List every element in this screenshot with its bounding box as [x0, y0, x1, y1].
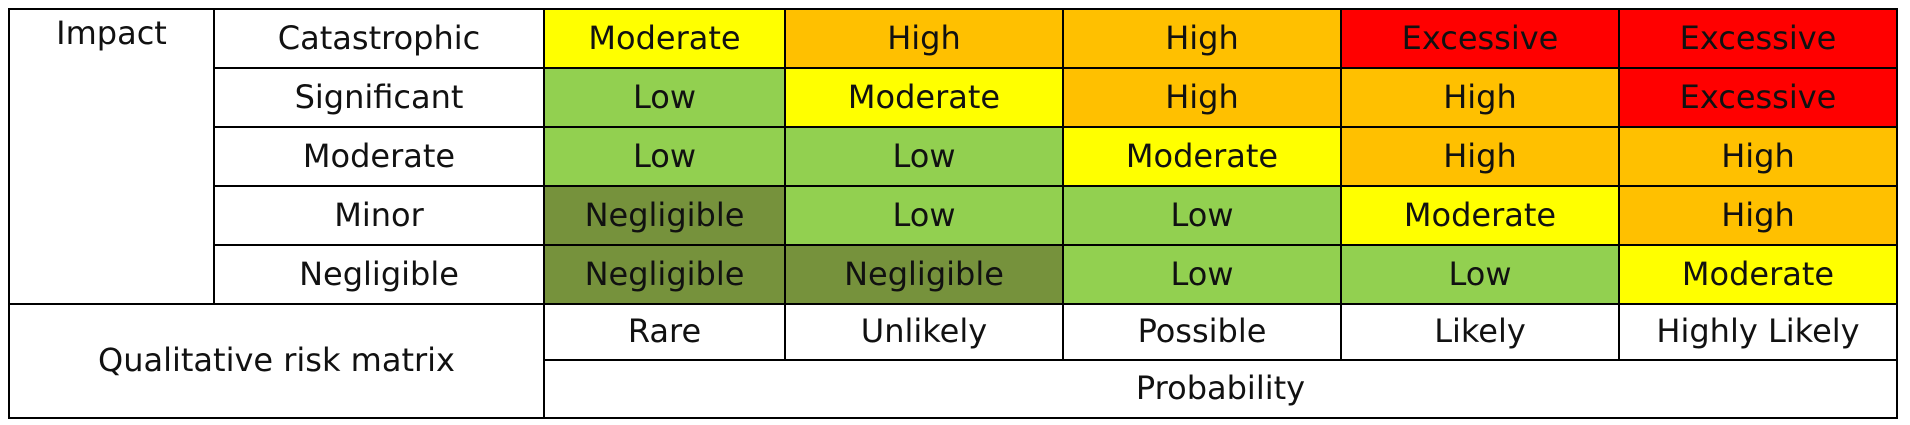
probability-level-label: Likely [1340, 303, 1620, 361]
impact-row-minor: Minor Negligible Low Low Moderate High [9, 185, 1898, 246]
impact-level-label: Significant [213, 67, 545, 128]
risk-cell: Low [543, 126, 786, 187]
probability-axis-row: Probability [9, 359, 1898, 419]
risk-cell: Excessive [1618, 8, 1898, 69]
risk-cell: High [784, 8, 1064, 69]
risk-cell: Low [1062, 244, 1342, 305]
impact-row-catastrophic: Impact Catastrophic Moderate High High E… [8, 8, 1898, 305]
impact-axis-label: Impact [8, 8, 215, 305]
risk-cell: Excessive [1340, 8, 1620, 69]
risk-cell: Moderate [1062, 126, 1342, 187]
risk-cell: Low [543, 67, 786, 128]
risk-cell: Excessive [1618, 67, 1898, 128]
risk-cell: Negligible [543, 185, 786, 246]
impact-level-label: Moderate [213, 126, 545, 187]
risk-cell: High [1618, 126, 1898, 187]
impact-row-negligible: Negligible Negligible Negligible Low Low… [9, 244, 1898, 305]
risk-cell: High [1340, 126, 1620, 187]
matrix-title-label: Qualitative risk matrix [8, 303, 545, 419]
risk-cell: High [1062, 8, 1342, 69]
probability-level-label: Highly Likely [1618, 303, 1898, 361]
impact-level-label: Catastrophic [213, 8, 545, 69]
risk-cell: High [1062, 67, 1342, 128]
risk-cell: Low [1340, 244, 1620, 305]
risk-cell: Low [784, 185, 1064, 246]
risk-cell: Moderate [1618, 244, 1898, 305]
risk-cell: Low [1062, 185, 1342, 246]
risk-cell: Moderate [784, 67, 1064, 128]
risk-cell: Negligible [784, 244, 1064, 305]
risk-cell: High [1618, 185, 1898, 246]
probability-level-label: Unlikely [784, 303, 1064, 361]
probability-level-label: Rare [543, 303, 786, 361]
risk-matrix-table: Impact Catastrophic Moderate High High E… [8, 8, 1898, 419]
impact-level-label: Minor [213, 185, 545, 246]
risk-cell: Negligible [543, 244, 786, 305]
risk-cell: High [1340, 67, 1620, 128]
risk-cell: Low [784, 126, 1064, 187]
impact-row-moderate: Moderate Low Low Moderate High High [9, 126, 1898, 187]
impact-level-label: Negligible [213, 244, 545, 305]
probability-axis-label: Probability [543, 359, 1898, 419]
risk-cell: Moderate [543, 8, 786, 69]
impact-row-significant: Significant Low Moderate High High Exces… [9, 67, 1898, 128]
probability-row: Qualitative risk matrix Rare Unlikely Po… [8, 303, 1898, 419]
probability-level-label: Possible [1062, 303, 1342, 361]
risk-cell: Moderate [1340, 185, 1620, 246]
